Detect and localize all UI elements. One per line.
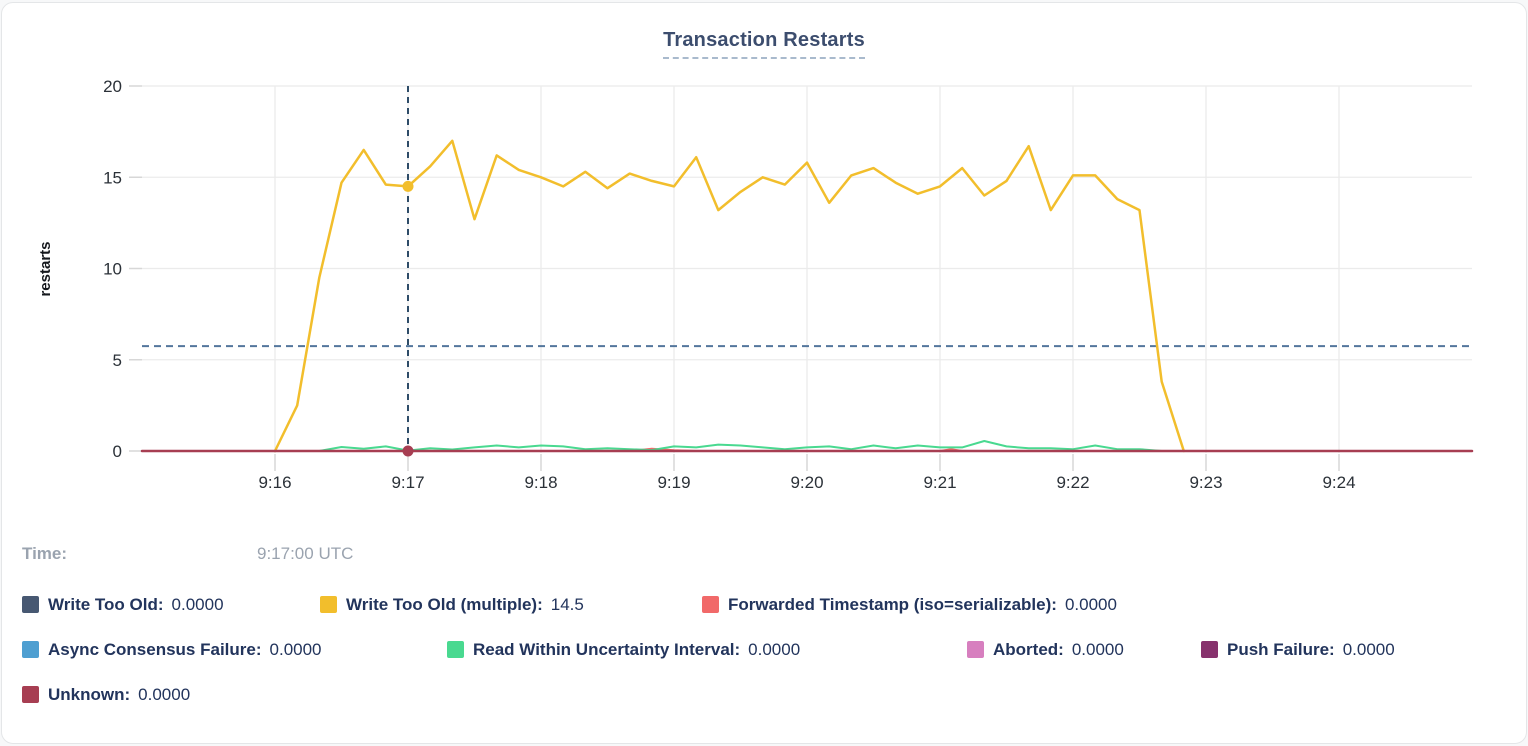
x-tick-label: 9:22 — [1056, 473, 1089, 492]
legend-value: 0.0000 — [748, 640, 801, 659]
transaction-restarts-chart: 0 5 10 15 20 9:16 9:17 9:18 9:19 9:20 9:21 9:22 9:23… — [37, 77, 1474, 492]
x-tick-label: 9:21 — [923, 473, 956, 492]
chart-title-wrap: Transaction Restarts — [2, 29, 1526, 59]
async-consensus-failure-swatch — [22, 640, 39, 658]
y-tick-label: 20 — [103, 77, 122, 96]
legend-label: Async Consensus Failure: — [48, 640, 262, 659]
forwarded-timestamp-swatch — [702, 595, 719, 613]
legend-value: 0.0000 — [1071, 640, 1124, 659]
read-within-uncertainty-interval-swatch — [447, 640, 464, 658]
legend-item-async-consensus-failure: Async Consensus Failure: 0.0000 — [22, 640, 322, 660]
legend-item-push-failure: Push Failure: 0.0000 — [1201, 640, 1395, 660]
legend-item-forwarded-timestamp: Forwarded Timestamp (iso=serializable): 0… — [702, 595, 1117, 615]
unknown-swatch — [22, 685, 39, 703]
legend-row-1: Write Too Old: 0.0000 Write Too Old (mult… — [2, 595, 1526, 618]
legend-item-read-within-uncertainty-interval: Read Within Uncertainty Interval: 0.0000 — [447, 640, 800, 660]
series-read-within-uncertainty-interval — [318, 440, 1163, 452]
legend-value: 0.0000 — [1064, 595, 1117, 614]
legend-value: 0.0000 — [269, 640, 322, 659]
hover-dot-write-too-old-multiple — [402, 180, 414, 192]
legend-label: Unknown: — [48, 685, 131, 704]
push-failure-swatch — [1201, 640, 1218, 658]
legend-label: Write Too Old (multiple): — [346, 595, 543, 614]
legend-row-2: Async Consensus Failure: 0.0000 Read With… — [2, 640, 1526, 663]
legend-label: Forwarded Timestamp (iso=serializable): — [728, 595, 1057, 614]
x-tick-label: 9:23 — [1189, 473, 1222, 492]
legend-value: 0.0000 — [138, 685, 191, 704]
legend-label: Push Failure: — [1227, 640, 1335, 659]
legend-value: 0.0000 — [1342, 640, 1395, 659]
x-tick-label: 9:16 — [258, 473, 291, 492]
y-tick-label: 15 — [103, 168, 122, 187]
legend-label: Write Too Old: — [48, 595, 164, 614]
x-tick-label: 9:20 — [790, 473, 823, 492]
series-write-too-old-multiple — [273, 139, 1186, 453]
write-too-old-swatch — [22, 595, 39, 613]
x-tick-label: 9:24 — [1322, 473, 1355, 492]
hover-dot-unknown — [402, 445, 414, 457]
legend-item-write-too-old-multiple: Write Too Old (multiple): 14.5 — [320, 595, 584, 615]
y-axis-label: restarts — [37, 241, 54, 296]
hover-time-row: Time: 9:17:00 UTC — [2, 544, 1526, 566]
write-too-old-multiple-swatch — [320, 595, 337, 613]
legend-item-unknown: Unknown: 0.0000 — [22, 685, 190, 705]
legend-item-aborted: Aborted: 0.0000 — [967, 640, 1124, 660]
y-tick-label: 0 — [113, 442, 122, 461]
legend-item-write-too-old: Write Too Old: 0.0000 — [22, 595, 224, 615]
legend-row-3: Unknown: 0.0000 — [2, 685, 1526, 708]
legend-label: Aborted: — [993, 640, 1064, 659]
aborted-swatch — [967, 640, 984, 658]
legend-value: 0.0000 — [171, 595, 224, 614]
legend-label: Read Within Uncertainty Interval: — [473, 640, 741, 659]
chart-plot-area[interactable] — [142, 86, 1472, 451]
x-tick-label: 9:17 — [391, 473, 424, 492]
x-tick-label: 9:19 — [657, 473, 690, 492]
x-tick-label: 9:18 — [524, 473, 557, 492]
chart-title[interactable]: Transaction Restarts — [663, 29, 865, 59]
y-tick-label: 10 — [103, 260, 122, 279]
time-label: Time: — [22, 544, 68, 563]
y-tick-label: 5 — [113, 351, 122, 370]
legend-value: 14.5 — [550, 595, 584, 614]
time-value: 9:17:00 UTC — [257, 544, 354, 563]
